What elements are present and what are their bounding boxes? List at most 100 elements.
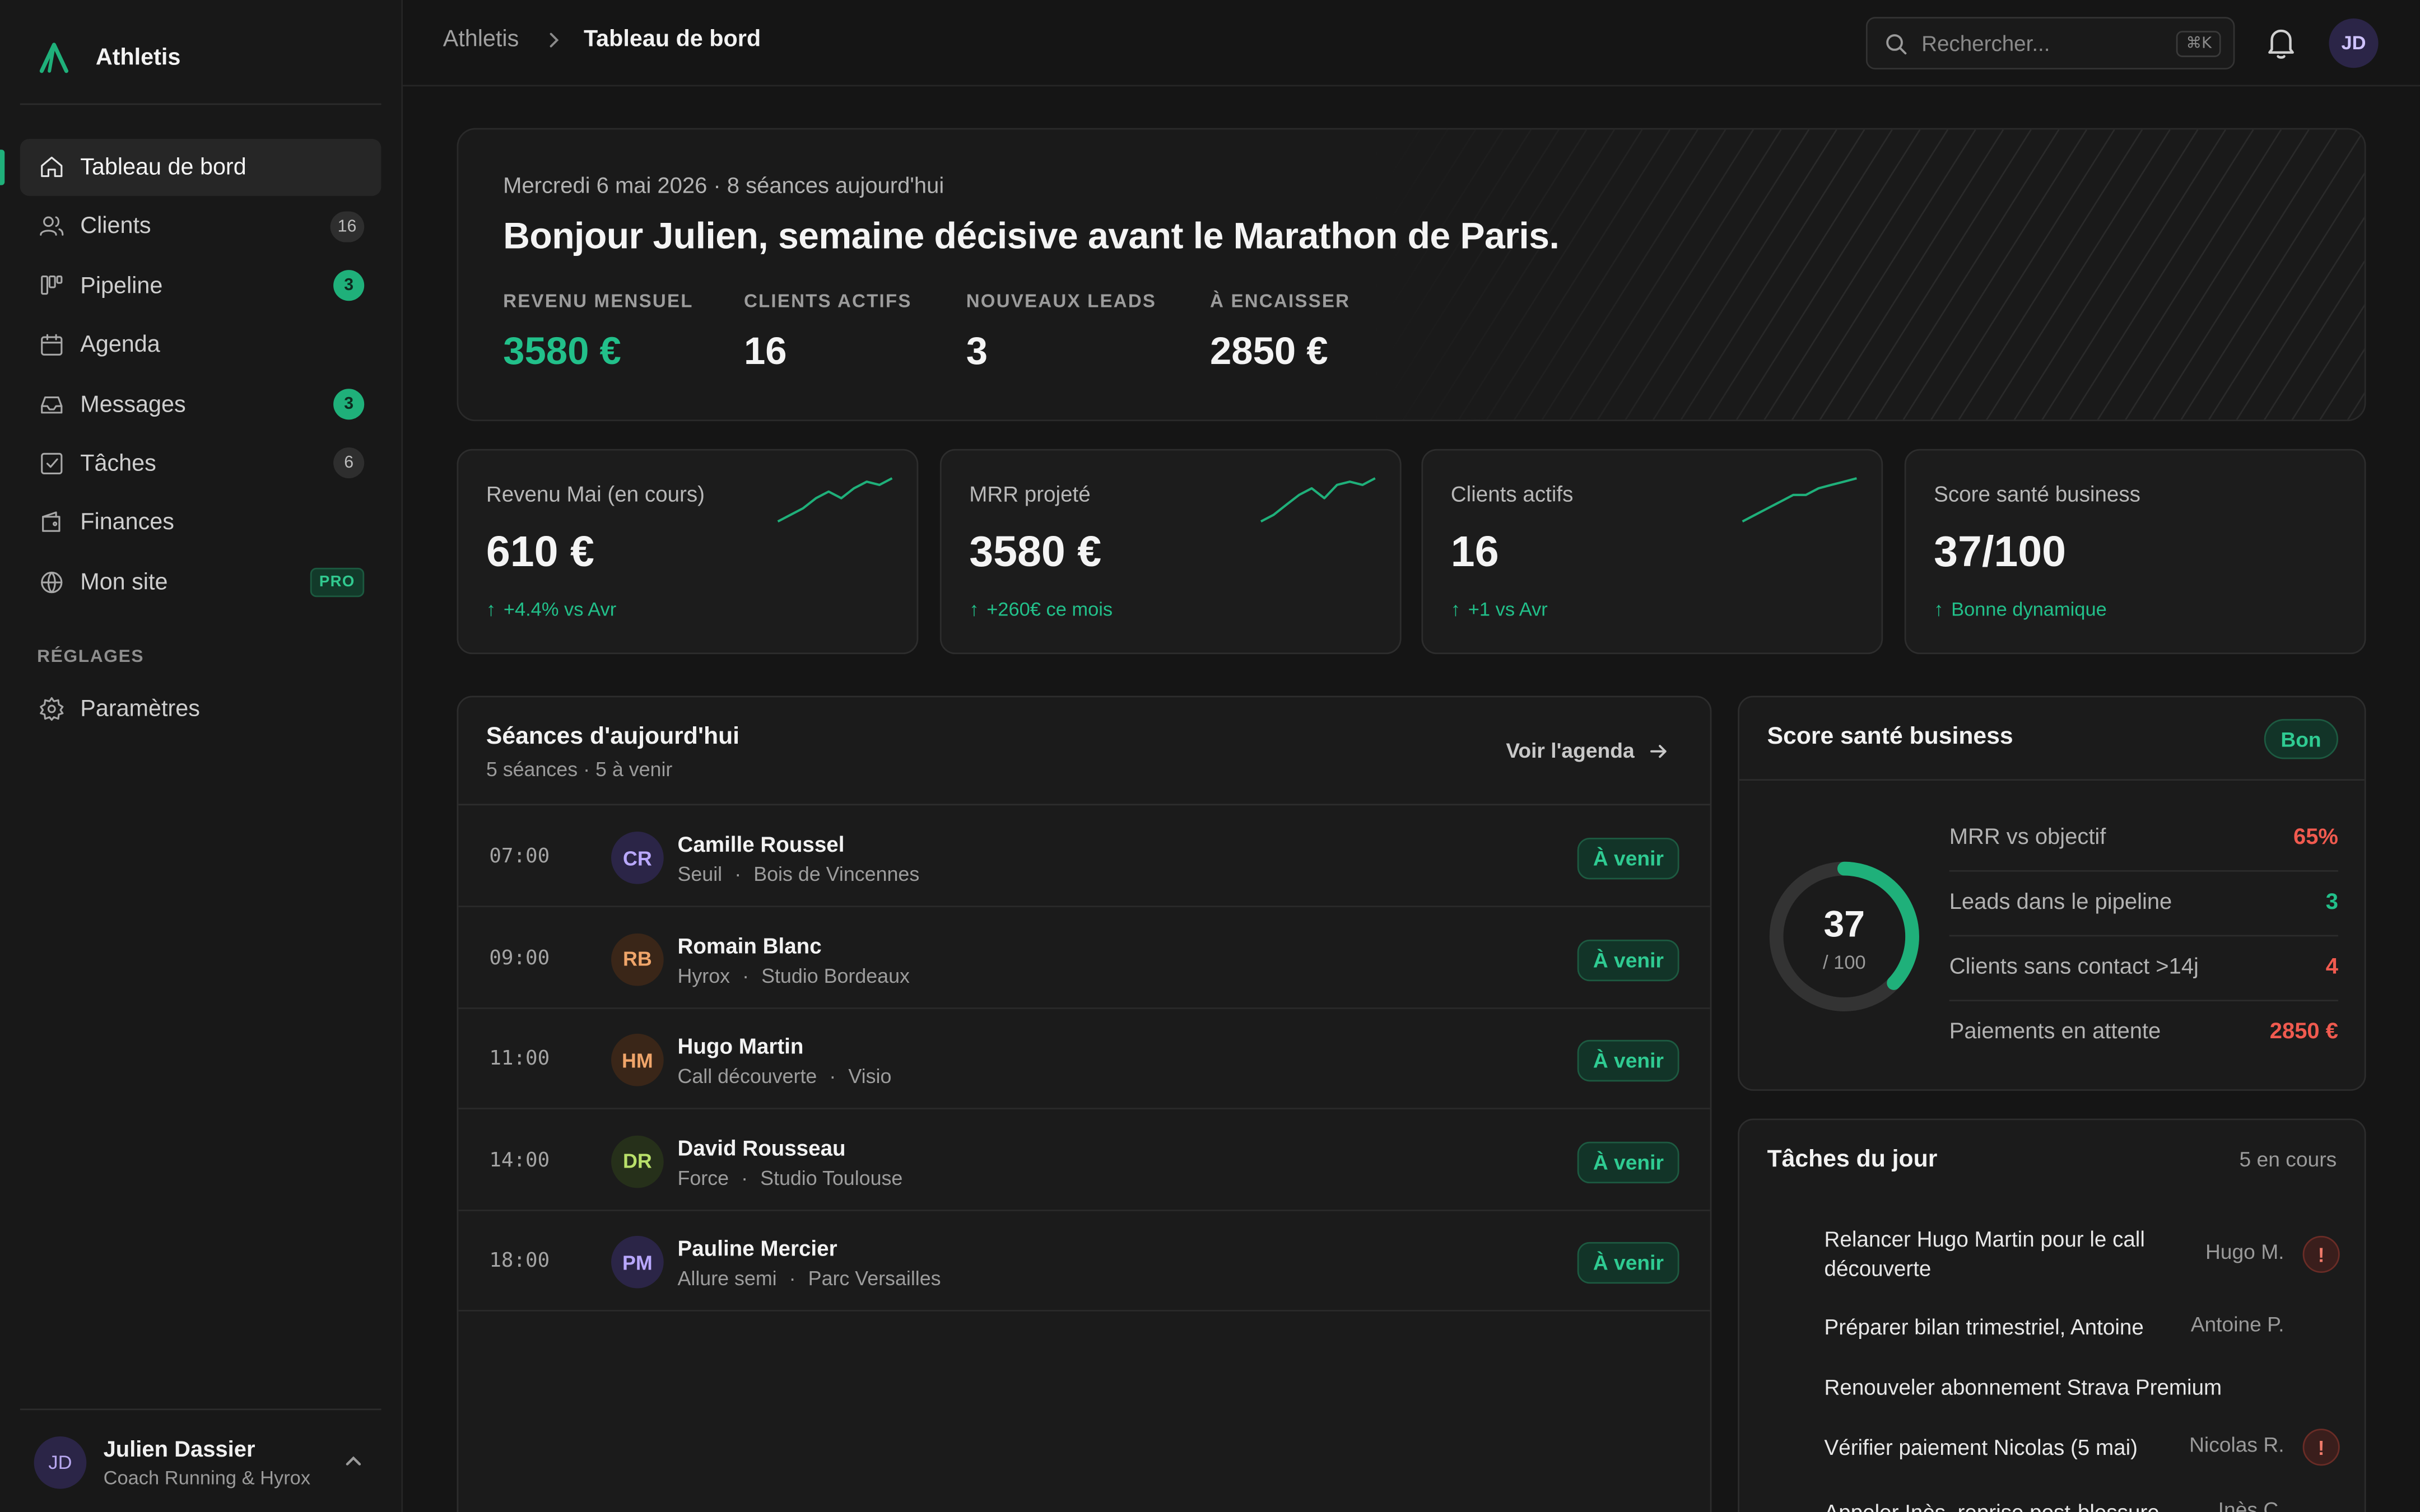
avatar: PM <box>611 1236 664 1289</box>
sidebar-item-settings[interactable]: Paramètres <box>20 680 381 738</box>
task-row[interactable]: Renouveler abonnement Strava Premium <box>1825 1373 2340 1402</box>
session-type: Hyrox <box>677 963 730 987</box>
sidebar-item-label: Mon site <box>80 568 168 595</box>
users-icon <box>37 213 65 241</box>
status-badge: À venir <box>1577 1040 1679 1082</box>
sidebar-item-tasks[interactable]: Tâches 6 <box>20 435 381 492</box>
session-meta: Seuil · Bois de Vincennes <box>677 862 919 885</box>
sidebar-item-clients[interactable]: Clients 16 <box>20 198 381 255</box>
metric-label: MRR vs objectif <box>1949 825 2106 851</box>
search-shortcut: ⌘K <box>2176 31 2221 57</box>
kpi-card-mrr[interactable]: MRR projeté 3580 € ↑ +260€ ce mois <box>939 449 1402 655</box>
bell-icon[interactable] <box>2265 26 2296 60</box>
status-badge: Bon <box>2264 718 2338 759</box>
task-row[interactable]: Relancer Hugo Martin pour le call découv… <box>1825 1225 2340 1284</box>
chevron-up-icon <box>346 1456 361 1466</box>
sidebar-item-messages[interactable]: Messages 3 <box>20 376 381 433</box>
topbar: Athletis Tableau de bord ⌘K JD <box>403 0 2420 87</box>
session-place: Bois de Vincennes <box>753 862 920 886</box>
task-row[interactable]: Appeler Inès, reprise post-blessure Inès … <box>1825 1498 2340 1512</box>
hero-stat-label: NOUVEAUX LEADS <box>966 290 1157 312</box>
kpi-value: 3580 € <box>969 528 1102 576</box>
metric-value: 4 <box>2325 955 2338 980</box>
kpi-card-revenue[interactable]: Revenu Mai (en cours) 610 € ↑ +4.4% vs Av… <box>457 449 919 655</box>
clients-count-badge: 16 <box>329 211 365 242</box>
kpi-delta: ↑ +4.4% vs Avr <box>486 599 616 620</box>
sidebar-item-agenda[interactable]: Agenda <box>20 316 381 374</box>
session-row[interactable]: 07:00 CR Camille Roussel Seuil · Bois de Vinc… <box>458 805 1710 907</box>
sidebar-item-finances[interactable]: Finances <box>20 494 381 552</box>
user-menu[interactable]: JD Julien Dassier Coach Running & Hyrox <box>34 1432 377 1494</box>
session-row[interactable]: 09:00 RB Romain Blanc Hyrox · Studio Bordeaux… <box>458 907 1710 1009</box>
session-meta: Call découverte · Visio <box>677 1065 891 1088</box>
session-time: 09:00 <box>489 946 550 970</box>
sparkline <box>777 477 893 523</box>
session-type: Allure semi <box>677 1267 777 1291</box>
client-name: David Rousseau <box>677 1135 846 1160</box>
separator-dot: · <box>742 963 750 987</box>
status-badge: À venir <box>1577 1242 1679 1285</box>
hero-stat-value: 2850 € <box>1209 330 1328 374</box>
task-text: Renouveler abonnement Strava Premium <box>1824 1374 2222 1399</box>
avatar: RB <box>611 932 664 986</box>
sidebar-item-website[interactable]: Mon site PRO <box>20 553 381 610</box>
hero-greeting: Bonjour Julien, semaine décisive avant l… <box>503 216 1560 258</box>
session-place: Studio Bordeaux <box>761 963 910 987</box>
session-row[interactable]: 14:00 DR David Rousseau Force · Studio Toulou… <box>458 1109 1710 1211</box>
sidebar-nav: Tableau de bord Clients 16 Pipeline 3 Ag… <box>0 138 381 613</box>
arrow-up-icon: ↑ <box>1450 598 1461 620</box>
kpi-delta: ↑ +260€ ce mois <box>969 599 1113 620</box>
profile-avatar[interactable]: JD <box>2329 18 2379 68</box>
session-type: Seuil <box>677 862 723 886</box>
session-time: 18:00 <box>489 1250 550 1274</box>
breadcrumb-root[interactable]: Athletis <box>443 26 519 53</box>
task-row[interactable]: Préparer bilan trimestriel, Antoine Antoi… <box>1825 1313 2340 1342</box>
metric-value: 65% <box>2293 825 2338 851</box>
task-text: Appeler Inès, reprise post-blessure <box>1824 1499 2160 1512</box>
search-box[interactable]: ⌘K <box>1865 17 2235 69</box>
sidebar-item-label: Messages <box>80 391 186 418</box>
kpi-card-active-clients[interactable]: Clients actifs 16 ↑ +1 vs Avr <box>1421 449 1883 655</box>
status-badge: À venir <box>1577 939 1679 981</box>
kpi-card-health-score[interactable]: Score santé business 37/100 ↑ Bonne dynam… <box>1904 449 2366 655</box>
user-role: Coach Running & Hyrox <box>103 1466 311 1488</box>
breadcrumb: Athletis Tableau de bord <box>443 26 761 53</box>
hero-stat-label: À ENCAISSER <box>1209 290 1351 312</box>
panel-title: Tâches du jour <box>1767 1146 1938 1173</box>
hero-stat-value: 3 <box>966 330 988 374</box>
sidebar-item-dashboard[interactable]: Tableau de bord <box>0 138 381 196</box>
sidebar-item-label: Clients <box>80 213 151 240</box>
home-icon <box>37 153 65 181</box>
task-owner: Hugo M. <box>2205 1240 2284 1264</box>
session-place: Parc Versailles <box>808 1267 941 1291</box>
avatar: CR <box>611 831 664 884</box>
panel-title: Score santé business <box>1767 724 2013 750</box>
sidebar-item-label: Tâches <box>80 450 156 477</box>
session-meta: Allure semi · Parc Versailles <box>677 1267 941 1290</box>
health-score-gauge: 37 / 100 <box>1767 860 1922 1014</box>
sparkline <box>1260 477 1376 523</box>
panel-divider <box>1739 779 2365 781</box>
sidebar-item-label: Finances <box>80 510 174 536</box>
session-row[interactable]: 18:00 PM Pauline Mercier Allure semi · Parc V… <box>458 1210 1710 1312</box>
welcome-banner: Mercredi 6 mai 2026 · 8 séances aujourd'… <box>457 128 2366 422</box>
sidebar-item-pipeline[interactable]: Pipeline 3 <box>20 257 381 314</box>
kpi-delta-text: +260€ ce mois <box>986 598 1113 620</box>
kpi-label: Revenu Mai (en cours) <box>486 481 705 506</box>
hero-stat-revenue: REVENU MENSUEL 3580 € <box>503 290 693 375</box>
sparkline-path <box>1742 477 1857 523</box>
user-name: Julien Dassier <box>103 1437 255 1462</box>
task-row[interactable]: Vérifier paiement Nicolas (5 mai) Nicolas… <box>1825 1429 2340 1466</box>
hero-stat-leads: NOUVEAUX LEADS 3 <box>966 290 1156 375</box>
inbox-icon <box>37 390 65 418</box>
breadcrumb-current: Tableau de bord <box>583 26 761 53</box>
kpi-delta: ↑ Bonne dynamique <box>1934 599 2107 620</box>
search-input[interactable] <box>1921 31 2153 56</box>
brand[interactable]: Athletis <box>37 37 180 77</box>
session-row[interactable]: 11:00 HM Hugo Martin Call découverte · Visio À… <box>458 1008 1710 1110</box>
business-health-panel: Score santé business Bon 37 / 100 MRR vs… <box>1738 696 2366 1091</box>
sidebar-item-label: Tableau de bord <box>80 154 246 181</box>
view-agenda-link[interactable]: Voir l'agenda <box>1506 739 1668 762</box>
sidebar-item-label: Agenda <box>80 332 160 358</box>
separator-dot: · <box>734 862 742 886</box>
